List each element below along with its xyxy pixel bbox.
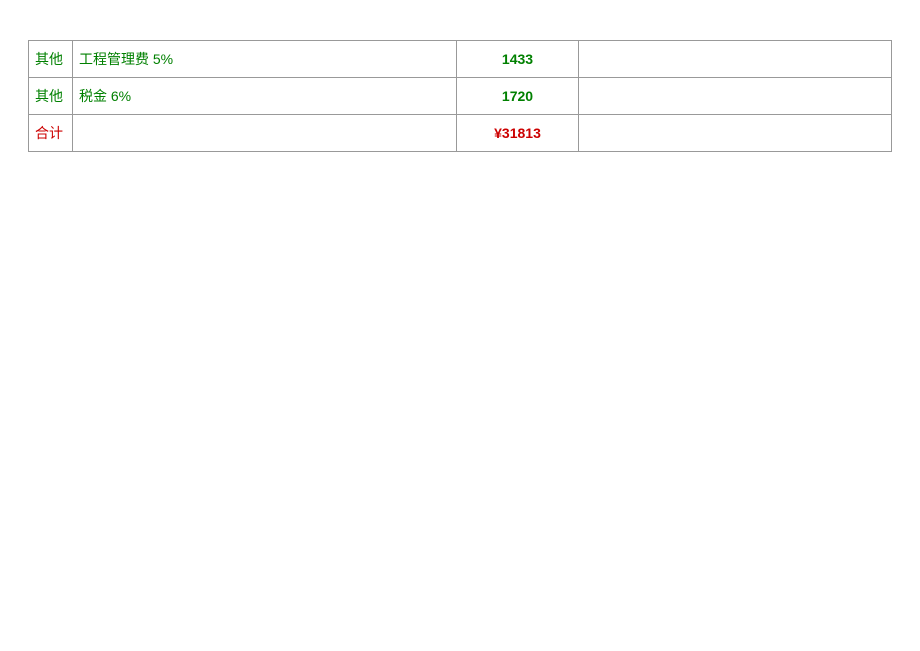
- value-cell: 1720: [457, 78, 579, 115]
- table-row: 其他 税金 6% 1720: [29, 78, 892, 115]
- note-cell: [579, 78, 892, 115]
- description-text: 税金 6%: [79, 88, 131, 104]
- note-cell: [579, 41, 892, 78]
- value-cell: ¥31813: [457, 115, 579, 152]
- table-row: 其他 工程管理费 5% 1433: [29, 41, 892, 78]
- description-cell: 工程管理费 5%: [73, 41, 457, 78]
- category-cell: 其他: [29, 41, 73, 78]
- cost-table: 其他 工程管理费 5% 1433 其他 税金 6% 1720 合计 ¥31813: [28, 40, 892, 152]
- category-cell: 合计: [29, 115, 73, 152]
- note-cell: [579, 115, 892, 152]
- category-cell: 其他: [29, 78, 73, 115]
- description-cell: [73, 115, 457, 152]
- table-row-total: 合计 ¥31813: [29, 115, 892, 152]
- value-cell: 1433: [457, 41, 579, 78]
- description-cell: 税金 6%: [73, 78, 457, 115]
- description-text: 工程管理费 5%: [79, 51, 173, 67]
